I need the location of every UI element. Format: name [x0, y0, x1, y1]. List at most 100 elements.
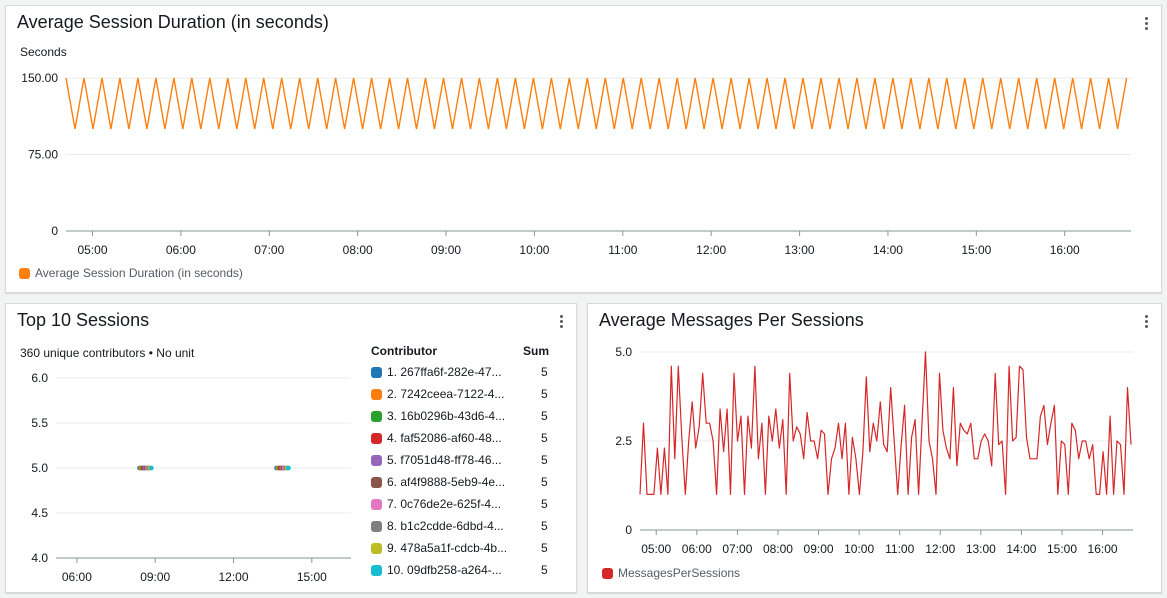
panel-title: Average Messages Per Sessions — [599, 310, 864, 330]
contributor-sum: 5 — [541, 519, 548, 533]
x-tick-label: 05:00 — [641, 542, 671, 556]
contributor-row[interactable]: 8. b1c2cdde-6dbd-4... 5 — [371, 519, 551, 533]
contributor-row[interactable]: 3. 16b0296b-43d6-4... 5 — [371, 409, 551, 423]
average-session-duration-panel: Average Session Duration (in seconds) Se… — [5, 5, 1162, 293]
x-tick-label: 06:00 — [62, 570, 92, 584]
contributor-row[interactable]: 5. f7051d48-ff78-46... 5 — [371, 453, 551, 467]
series-line-average-session-duration — [65, 77, 1128, 130]
y-tick-label: 4.5 — [31, 506, 48, 520]
x-tick-label: 11:00 — [608, 243, 637, 257]
contributor-sum: 5 — [541, 365, 548, 379]
contributor-label: 4. faf52086-af60-48... — [387, 431, 502, 445]
contributor-column-header: Contributor — [371, 344, 437, 358]
x-tick-label: 07:00 — [722, 542, 752, 556]
contributor-row[interactable]: 6. af4f9888-5eb9-4e... 5 — [371, 475, 551, 489]
contributor-sum: 5 — [541, 497, 548, 511]
sum-column-header: Sum — [523, 344, 550, 358]
x-tick-label: 07:00 — [254, 243, 284, 257]
x-tick-label: 05:00 — [77, 243, 107, 257]
contributor-label: 9. 478a5a1f-cdcb-4b... — [387, 541, 508, 555]
legend-label: MessagesPerSessions — [618, 566, 741, 580]
contributor-swatch — [371, 454, 382, 466]
x-tick-label: 08:00 — [763, 542, 793, 556]
contributors-summary: 360 unique contributors • No unit — [20, 346, 195, 360]
panel-title: Top 10 Sessions — [17, 310, 150, 330]
x-tick-label: 15:00 — [297, 570, 327, 584]
x-tick-label: 06:00 — [166, 243, 196, 257]
contributor-label: 2. 7242ceea-7122-4... — [387, 387, 505, 401]
contributor-label: 7. 0c76de2e-625f-4... — [387, 497, 502, 511]
x-tick-label: 15:00 — [1047, 542, 1077, 556]
y-tick-label: 4.0 — [31, 551, 48, 565]
more-options-icon[interactable] — [1139, 312, 1153, 330]
x-tick-label: 13:00 — [966, 542, 996, 556]
y-axis-unit-label: Seconds — [20, 45, 67, 59]
contributor-row[interactable]: 7. 0c76de2e-625f-4... 5 — [371, 497, 551, 511]
contributor-table: Contributor Sum 1. 267ffa6f-282e-47... 5 2… — [371, 344, 571, 584]
y-tick-label: 75.00 — [28, 148, 58, 162]
average-messages-panel: Average Messages Per Sessions 0 2.5 5.0 05:… — [587, 303, 1162, 593]
x-tick-label: 12:00 — [219, 570, 249, 584]
contributor-sum: 5 — [541, 541, 548, 555]
more-options-icon[interactable] — [554, 312, 568, 330]
contributor-row[interactable]: 4. faf52086-af60-48... 5 — [371, 431, 551, 445]
contributor-swatch — [371, 388, 382, 400]
top-10-sessions-panel: Top 10 Sessions 360 unique contributors … — [5, 303, 577, 593]
x-tick-label: 12:00 — [925, 542, 955, 556]
more-options-icon[interactable] — [1139, 14, 1153, 32]
y-tick-label: 0 — [51, 224, 58, 238]
top-sessions-chart: 4.0 4.5 5.0 5.5 6.0 06:00 09:00 12:00 15:00 — [31, 371, 351, 584]
contributor-swatch — [371, 432, 382, 444]
x-tick-label: 16:00 — [1050, 243, 1080, 257]
contributor-row[interactable]: 2. 7242ceea-7122-4... 5 — [371, 387, 551, 401]
contributor-row[interactable]: 9. 478a5a1f-cdcb-4b... 5 — [371, 541, 551, 555]
x-tick-label: 14:00 — [1006, 542, 1036, 556]
contributor-sum: 5 — [541, 563, 548, 577]
data-point-10 — [285, 465, 291, 471]
contributor-sum: 5 — [541, 387, 548, 401]
contributor-sum: 5 — [541, 475, 548, 489]
x-tick-label: 10:00 — [519, 243, 549, 257]
y-tick-label: 0 — [625, 523, 632, 537]
contributor-label: 5. f7051d48-ff78-46... — [387, 453, 502, 467]
x-tick-label: 06:00 — [682, 542, 712, 556]
contributor-label: 6. af4f9888-5eb9-4e... — [387, 475, 506, 489]
x-tick-label: 10:00 — [844, 542, 874, 556]
contributor-swatch — [371, 476, 382, 488]
x-tick-label: 09:00 — [804, 542, 834, 556]
y-tick-label: 150.00 — [21, 71, 58, 85]
legend-label: Average Session Duration (in seconds) — [35, 266, 243, 280]
x-tick-label: 09:00 — [140, 570, 170, 584]
legend-swatch — [602, 567, 613, 579]
contributor-label: 10. 09dfb258-a264-... — [387, 563, 502, 577]
x-tick-label: 12:00 — [696, 243, 726, 257]
y-tick-label: 6.0 — [31, 371, 48, 385]
contributor-swatch — [371, 366, 382, 378]
y-tick-label: 2.5 — [615, 434, 632, 448]
contributor-row[interactable]: 10. 09dfb258-a264-... 5 — [371, 563, 551, 577]
y-tick-label: 5.5 — [31, 416, 48, 430]
contributor-swatch — [371, 520, 382, 532]
data-point-10 — [148, 465, 154, 471]
x-tick-label: 08:00 — [343, 243, 373, 257]
series-line-messages-per-sessions — [639, 351, 1132, 495]
legend-item[interactable]: Average Session Duration (in seconds) — [19, 266, 243, 280]
contributor-label: 3. 16b0296b-43d6-4... — [387, 409, 506, 423]
contributor-swatch — [371, 410, 382, 422]
contributor-sum: 5 — [541, 453, 548, 467]
contributor-swatch — [371, 542, 382, 554]
y-tick-label: 5.0 — [31, 461, 48, 475]
contributor-label: 8. b1c2cdde-6dbd-4... — [387, 519, 504, 533]
contributor-sum: 5 — [541, 431, 548, 445]
panel-title: Average Session Duration (in seconds) — [17, 12, 329, 32]
legend-item[interactable]: MessagesPerSessions — [602, 566, 740, 580]
x-tick-label: 13:00 — [785, 243, 815, 257]
session-duration-chart: 0 75.00 150.00 05:00 06:00 07:00 08:00 09:00 10:… — [21, 71, 1131, 257]
x-tick-label: 15:00 — [961, 243, 991, 257]
x-tick-label: 14:00 — [873, 243, 903, 257]
y-tick-label: 5.0 — [615, 345, 632, 359]
contributor-label: 1. 267ffa6f-282e-47... — [387, 365, 502, 379]
contributor-row[interactable]: 1. 267ffa6f-282e-47... 5 — [371, 365, 551, 379]
contributor-swatch — [371, 564, 382, 576]
contributor-sum: 5 — [541, 409, 548, 423]
